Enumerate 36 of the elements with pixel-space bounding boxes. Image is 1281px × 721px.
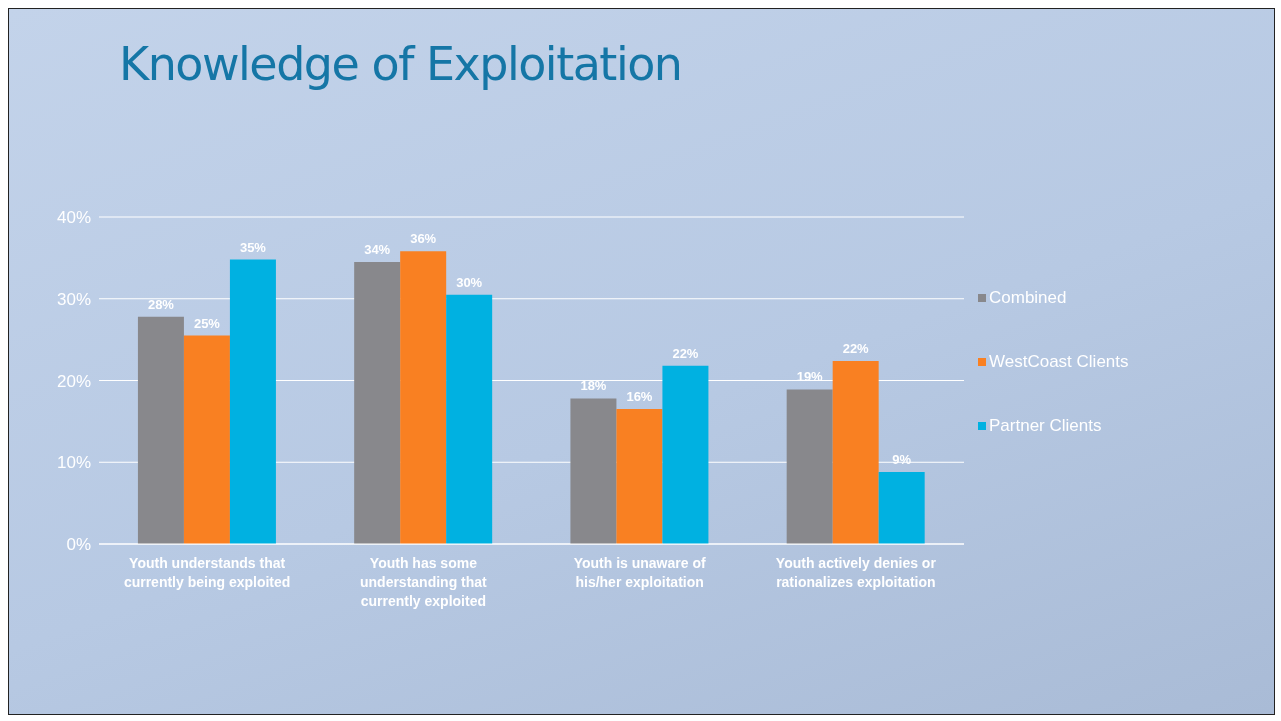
- y-tick-label: 30%: [56, 289, 91, 309]
- data-label: 18%: [580, 378, 607, 394]
- data-label: 28%: [147, 296, 175, 312]
- data-label: 35%: [239, 239, 267, 255]
- bar: [786, 389, 833, 544]
- data-label: 22%: [672, 345, 699, 361]
- data-label: 22%: [842, 340, 870, 356]
- legend-label: Combined: [988, 287, 1068, 308]
- y-tick-label: 0%: [66, 535, 91, 555]
- y-tick-label: 40%: [56, 208, 91, 228]
- y-tick-label: 10%: [56, 453, 91, 473]
- legend-label: WestCoast Clients: [988, 351, 1130, 372]
- y-tick-label: 20%: [56, 371, 91, 391]
- data-label: 30%: [456, 274, 483, 290]
- bar: [354, 261, 401, 544]
- bar: [662, 365, 709, 544]
- x-tick-label: Youth is unaware of his/her exploitation: [573, 555, 706, 590]
- data-label: 9%: [892, 452, 912, 468]
- data-label: 34%: [364, 241, 391, 257]
- data-label: 36%: [410, 231, 437, 247]
- bar: [616, 409, 663, 544]
- bar: [137, 316, 184, 544]
- x-tick-label: Youth has some understanding that currently exploited: [359, 555, 488, 609]
- data-label: 16%: [626, 389, 653, 405]
- data-label: 25%: [193, 315, 221, 331]
- bar: [878, 472, 925, 544]
- chart-title: Knowledge of Exploitation: [119, 37, 682, 91]
- bar: [400, 251, 447, 544]
- x-tick-label: Youth understands that currently being exploited: [123, 555, 291, 590]
- bar: [446, 294, 493, 544]
- bar: [832, 360, 879, 544]
- bar: [229, 259, 276, 544]
- bar: [570, 398, 617, 544]
- x-tick-label: Youth actively denies or rationalizes exploitation: [775, 555, 937, 590]
- legend-label: Partner Clients: [988, 415, 1103, 436]
- bar: [183, 335, 230, 544]
